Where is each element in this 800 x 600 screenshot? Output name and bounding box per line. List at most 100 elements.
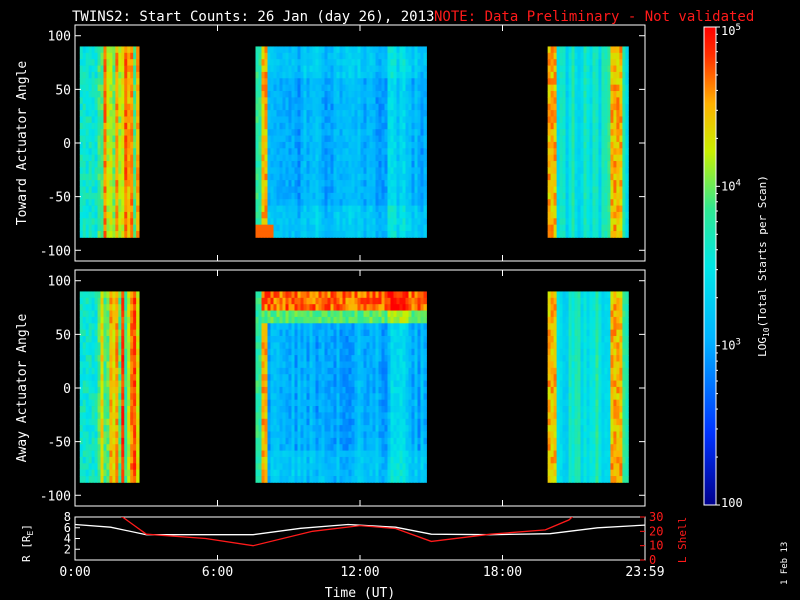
toward-heat-cell — [273, 186, 277, 194]
toward-heat-cell — [345, 59, 349, 66]
toward-heat-cell — [112, 103, 116, 111]
away-heat-cell — [354, 297, 358, 305]
away-heat-cell — [130, 374, 134, 381]
toward-heat-cell — [94, 46, 98, 54]
toward-heat-cell — [112, 173, 116, 181]
away-heat-cell — [348, 386, 352, 394]
toward-heat-cell — [408, 148, 412, 156]
toward-heat-cell — [291, 116, 295, 124]
toward-heat-cell — [625, 224, 629, 232]
away-heat-cell — [312, 437, 316, 445]
away-heat-cell — [297, 406, 301, 413]
away-heat-cell — [375, 329, 379, 337]
toward-heat-cell — [82, 135, 87, 143]
away-heat-cell — [282, 310, 286, 318]
toward-heat-cell — [258, 129, 262, 136]
toward-heat-cell — [354, 65, 358, 73]
toward-heat-cell — [309, 52, 313, 60]
away-heat-cell — [127, 336, 131, 343]
toward-heat-cell — [276, 161, 280, 168]
toward-heat-cell — [258, 97, 262, 105]
away-heat-cell — [297, 380, 301, 388]
toward-heat-cell — [562, 65, 566, 73]
away-heat-cell — [279, 456, 283, 464]
away-heat-cell — [318, 399, 322, 407]
toward-heat-cell — [291, 129, 295, 136]
away-heat-cell — [82, 393, 87, 401]
toward-heat-cell — [270, 91, 274, 98]
toward-heat-cell — [604, 135, 608, 143]
toward-heat-cell — [354, 231, 358, 238]
away-heat-cell — [318, 469, 322, 477]
toward-heat-cell — [255, 180, 259, 187]
away-heat-cell — [330, 463, 334, 471]
toward-heat-cell — [100, 199, 104, 206]
toward-heat-cell — [604, 141, 608, 149]
toward-heat-cell — [622, 186, 626, 194]
toward-heat-cell — [589, 59, 593, 66]
toward-heat-cell — [345, 199, 349, 206]
toward-heat-cell — [106, 186, 110, 194]
toward-heat-cell — [559, 205, 563, 213]
toward-heat-cell — [399, 59, 403, 66]
toward-heat-cell — [556, 205, 560, 213]
toward-heat-cell — [378, 154, 382, 162]
away-heat-cell — [336, 304, 340, 311]
toward-heat-cell — [393, 148, 397, 156]
toward-heat-cell — [306, 173, 310, 181]
away-heat-cell — [124, 456, 128, 464]
away-heat-cell — [354, 342, 358, 350]
toward-heat-cell — [604, 211, 608, 219]
away-heat-cell — [336, 361, 340, 369]
toward-heat-cell — [616, 135, 620, 143]
away-heat-cell — [261, 418, 265, 426]
toward-heat-cell — [393, 91, 397, 98]
away-heat-cell — [348, 469, 352, 477]
toward-heat-cell — [553, 231, 557, 238]
away-heat-cell — [345, 323, 349, 331]
toward-heat-cell — [339, 59, 343, 66]
away-heat-cell — [112, 336, 116, 343]
toward-heat-cell — [408, 224, 412, 232]
toward-heat-cell — [390, 199, 394, 206]
toward-heat-cell — [357, 186, 361, 194]
toward-heat-cell — [598, 180, 602, 187]
toward-heat-cell — [586, 205, 590, 213]
away-heat-cell — [297, 316, 301, 324]
toward-heat-cell — [88, 180, 93, 187]
away-heat-cell — [115, 380, 119, 388]
away-heat-cell — [285, 374, 289, 381]
toward-heat-cell — [348, 135, 352, 143]
toward-heat-cell — [315, 59, 319, 66]
toward-heat-cell — [103, 231, 107, 238]
toward-heat-cell — [100, 71, 104, 79]
toward-heat-cell — [351, 78, 355, 86]
away-heat-cell — [258, 342, 262, 350]
toward-heat-cell — [360, 129, 364, 136]
toward-heat-cell — [601, 97, 605, 105]
away-heat-cell — [306, 336, 310, 343]
away-heat-cell — [130, 425, 134, 432]
toward-heat-cell — [267, 218, 271, 226]
toward-heat-cell — [264, 122, 268, 130]
away-heat-cell — [100, 329, 104, 337]
toward-heat-cell — [124, 71, 128, 79]
toward-heat-cell — [312, 231, 316, 238]
toward-heat-cell — [622, 46, 626, 54]
toward-heat-cell — [130, 211, 134, 219]
toward-heat-cell — [601, 46, 605, 54]
toward-heat-cell — [94, 103, 98, 111]
away-heat-cell — [375, 412, 379, 420]
toward-heat-cell — [88, 122, 93, 130]
away-heat-cell — [255, 418, 259, 426]
toward-heat-cell — [360, 148, 364, 156]
away-heat-cell — [85, 297, 90, 305]
away-heat-cell — [267, 444, 271, 451]
toward-heat-cell — [273, 135, 277, 143]
toward-heat-cell — [273, 103, 277, 111]
toward-heat-cell — [354, 218, 358, 226]
away-heat-cell — [276, 463, 280, 471]
away-heat-cell — [127, 386, 131, 394]
toward-heat-cell — [366, 180, 370, 187]
